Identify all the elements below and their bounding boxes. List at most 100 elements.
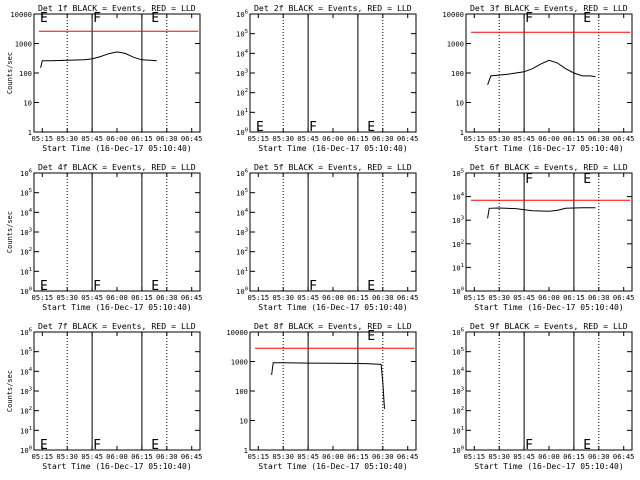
x-tick-label: 06:15	[131, 293, 153, 302]
y-tick-label: 106	[20, 169, 32, 179]
x-axis-label: Start Time (16-Dec-17 05:10:40)	[258, 462, 407, 471]
y-tick-label: 10	[239, 417, 248, 426]
y-tick-label: 104	[20, 367, 33, 377]
chart-title: Det 6f BLACK = Events, RED = LLD	[470, 162, 628, 172]
x-tick-label: 06:00	[106, 134, 128, 143]
x-tick-label: 06:30	[156, 134, 178, 143]
x-tick-label: 05:15	[247, 134, 269, 143]
x-tick-label: 05:45	[297, 293, 319, 302]
y-tick-label: 105	[452, 169, 464, 179]
chart-title: Det 4f BLACK = Events, RED = LLD	[38, 162, 196, 172]
x-tick-label: 06:45	[181, 293, 203, 302]
x-tick-label: 06:15	[563, 293, 585, 302]
x-tick-label: 05:45	[81, 293, 103, 302]
x-tick-label: 05:45	[297, 134, 319, 143]
y-tick-label: 1	[460, 128, 464, 137]
x-axis-label: Start Time (16-Dec-17 05:10:40)	[42, 462, 191, 471]
y-tick-label: 1	[28, 128, 32, 137]
x-tick-label: 06:00	[538, 134, 560, 143]
y-tick-label: 102	[20, 247, 32, 257]
y-tick-label: 104	[20, 208, 33, 218]
x-tick-label: 05:15	[31, 293, 53, 302]
y-tick-label: 1000	[447, 40, 464, 49]
x-tick-label: 06:30	[156, 452, 178, 461]
y-tick-label: 100	[236, 128, 248, 138]
x-tick-label: 06:45	[397, 452, 419, 461]
y-tick-label: 103	[452, 387, 464, 397]
x-tick-label: 05:45	[513, 452, 535, 461]
x-tick-label: 05:45	[513, 293, 535, 302]
plot-frame	[465, 331, 633, 451]
y-tick-label: 100	[452, 287, 464, 297]
x-tick-label: 06:30	[588, 293, 610, 302]
x-tick-label: 06:15	[131, 134, 153, 143]
y-tick-label: 102	[452, 406, 464, 416]
plot-frame	[249, 172, 417, 292]
x-tick-label: 05:15	[247, 293, 269, 302]
y-tick-label: 101	[452, 426, 464, 436]
plot-frame	[33, 331, 201, 451]
y-tick-label: 106	[20, 328, 32, 338]
event-marker-label: E	[151, 438, 159, 453]
y-tick-label: 101	[236, 267, 248, 277]
y-tick-label: 1000	[15, 40, 32, 49]
x-tick-label: 05:45	[81, 452, 103, 461]
x-tick-label: 05:15	[463, 293, 485, 302]
plot-frame	[249, 13, 417, 133]
x-tick-label: 06:45	[181, 134, 203, 143]
x-tick-label: 06:00	[322, 452, 344, 461]
event-marker-label: E	[151, 11, 159, 26]
y-tick-label: 101	[452, 263, 464, 273]
y-tick-label: 105	[236, 188, 248, 198]
y-axis-label: Counts/sec	[6, 211, 14, 253]
chart-title: Det 3f BLACK = Events, RED = LLD	[470, 3, 628, 13]
x-tick-label: 06:00	[106, 293, 128, 302]
chart-title: Det 5f BLACK = Events, RED = LLD	[254, 162, 412, 172]
chart-panel: Det 4f BLACK = Events, RED = LLD 05:15 05:…	[6, 162, 203, 312]
event-marker-label: F	[309, 120, 317, 135]
x-axis-label: Start Time (16-Dec-17 05:10:40)	[258, 144, 407, 153]
x-axis-label: Start Time (16-Dec-17 05:10:40)	[474, 462, 623, 471]
y-tick-label: 101	[236, 108, 248, 118]
event-marker-label: F	[93, 438, 101, 453]
y-tick-label: 100	[235, 387, 248, 396]
x-tick-label: 06:45	[181, 452, 203, 461]
y-tick-label: 103	[236, 69, 248, 79]
x-tick-label: 06:15	[347, 452, 369, 461]
plot-frame	[465, 172, 633, 292]
event-marker-label: E	[583, 11, 591, 26]
x-tick-label: 06:30	[588, 452, 610, 461]
event-marker-label: E	[151, 279, 159, 294]
x-tick-label: 05:30	[488, 293, 510, 302]
event-marker-label: F	[525, 11, 533, 26]
y-tick-label: 102	[236, 247, 248, 257]
x-tick-label: 06:30	[372, 293, 394, 302]
x-tick-label: 06:00	[106, 452, 128, 461]
y-tick-label: 104	[452, 367, 465, 377]
y-tick-label: 103	[452, 216, 464, 226]
x-tick-label: 05:30	[272, 452, 294, 461]
x-tick-label: 05:30	[56, 134, 78, 143]
x-tick-label: 06:00	[538, 452, 560, 461]
y-tick-label: 100	[236, 287, 248, 297]
x-axis-label: Start Time (16-Dec-17 05:10:40)	[474, 303, 623, 312]
y-tick-label: 100	[451, 69, 464, 78]
x-tick-label: 05:30	[272, 293, 294, 302]
event-marker-label: E	[40, 438, 48, 453]
y-tick-label: 10	[23, 99, 32, 108]
y-tick-label: 105	[452, 347, 464, 357]
event-marker-label: F	[309, 279, 317, 294]
y-tick-label: 103	[20, 228, 32, 238]
event-marker-label: E	[583, 172, 591, 187]
y-tick-label: 101	[20, 267, 32, 277]
event-marker-label: E	[40, 11, 48, 26]
x-tick-label: 05:30	[488, 134, 510, 143]
y-tick-label: 1	[244, 446, 248, 455]
y-tick-label: 100	[19, 69, 32, 78]
x-tick-label: 06:15	[347, 293, 369, 302]
x-tick-label: 05:15	[31, 452, 53, 461]
